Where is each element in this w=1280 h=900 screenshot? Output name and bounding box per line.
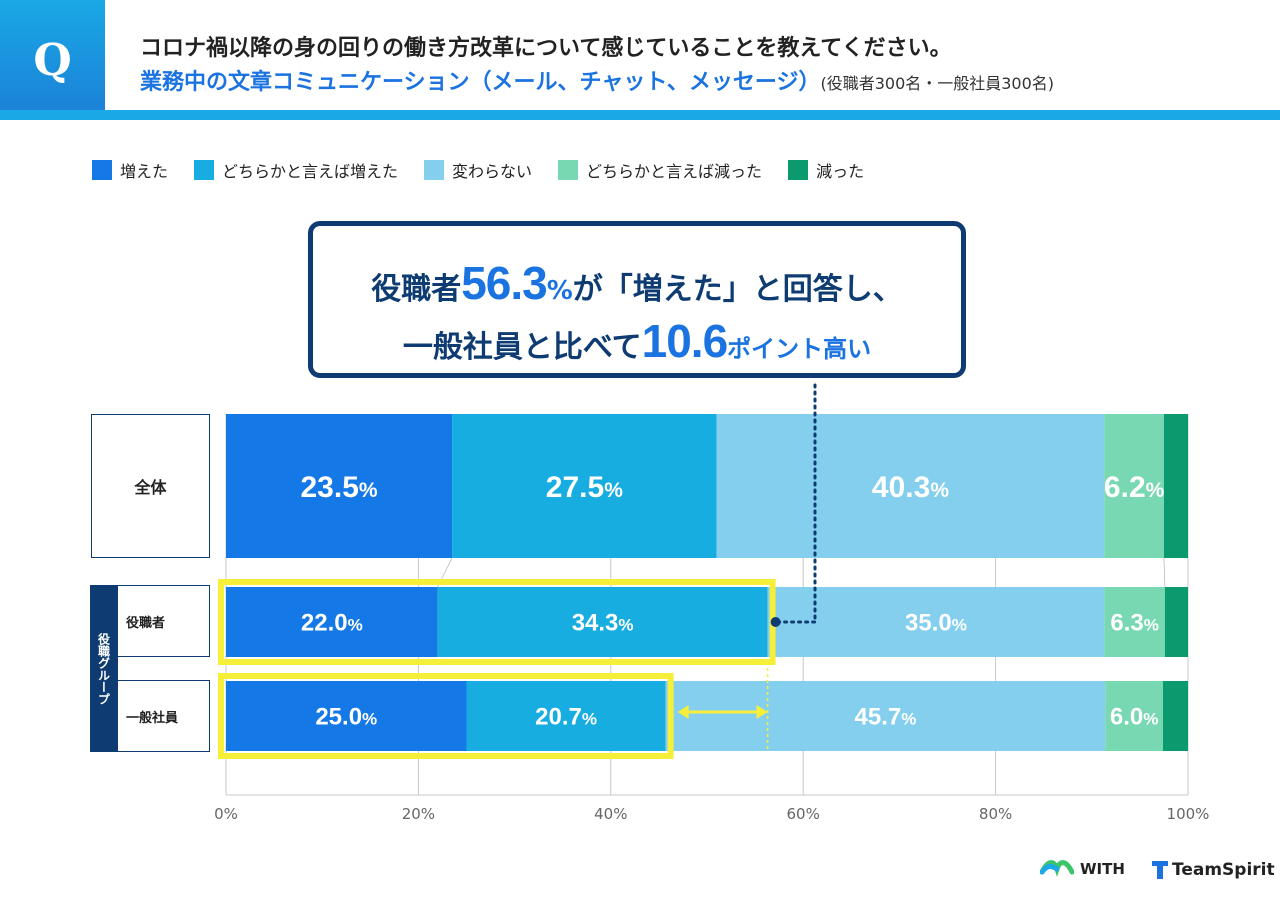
group-tag: 役職グループ [90,585,118,752]
legend-label: どちらかと言えば増えた [222,162,399,181]
row-label-manager: 役職者 [117,585,210,657]
question-text: コロナ禍以降の身の回りの働き方改革について感じていることを教えてください。 [140,36,952,61]
callout-box: 役職者56.3%が「増えた」と回答し、 一般社員と比べて10.6ポイント高い [308,221,966,378]
bar-staff-decreased [1162,681,1188,751]
legend-swatch [558,160,579,180]
bar-all-somewhat-increased [452,414,717,558]
bar-all-decreased [1163,414,1188,558]
data-label-manager-unchanged: 35.0% [905,610,967,637]
bar-staff-somewhat-decreased [1105,681,1163,751]
legend-item-somewhat-decreased: どちらかと言えば減った [558,158,762,182]
bar-manager-unchanged [767,587,1105,657]
callout-leader-dot [770,617,781,627]
legend-swatch [194,160,215,180]
x-tick-label: 20% [402,805,435,823]
difference-arrow-head-left [677,705,689,719]
callout-text: が「増えた」と回答し、 [572,272,903,307]
legend: 増えた どちらかと言えば増えた 変わらない どちらかと言えば減った 減った [92,158,864,182]
topic-text: 業務中の文章コミュニケーション（メール、チャット、メッセージ）(役職者300名・… [140,64,1054,96]
topic-label: 業務中の文章コミュニケーション（メール、チャット、メッセージ） [140,70,821,95]
bar-manager-somewhat-increased [437,587,768,657]
bar-manager-increased [226,587,438,657]
teamspirit-logo-icon [1152,861,1168,879]
legend-swatch [92,160,112,180]
callout-line-1: 役職者56.3%が「増えた」と回答し、 [313,256,961,310]
bar-staff-somewhat-increased [466,681,666,751]
legend-label: どちらかと言えば減った [586,162,763,181]
x-tick-label: 40% [594,805,627,823]
bar-staff-unchanged [665,681,1106,751]
bar-all-unchanged [716,414,1105,558]
bar-manager-decreased [1164,587,1188,657]
legend-label: 減った [816,162,865,181]
bar-staff-increased [226,681,467,751]
legend-swatch [788,160,809,180]
legend-item-unchanged: 変わらない [424,158,532,182]
header-decoration [0,110,1280,120]
difference-arrow-head-right [756,705,768,719]
row-label-staff: 一般社員 [117,680,210,752]
with-logo-text: WITH [1080,860,1125,878]
connector-line [1163,557,1166,588]
callout-text: 役職者 [371,272,462,307]
highlight-box-staff [218,673,674,759]
x-tick-label: 0% [214,805,238,823]
bar-manager-somewhat-decreased [1104,587,1165,657]
x-tick-label: 100% [1167,805,1210,823]
x-tick-label: 60% [787,805,820,823]
legend-swatch [424,160,445,180]
data-label-staff-somewhat-increased: 20.7% [535,704,597,731]
teamspirit-logo-text: TeamSpirit [1172,860,1275,880]
sample-label: (役職者300名・一般社員300名) [820,74,1055,93]
q-badge: Q [0,0,105,120]
callout-line-2: 一般社員と比べて10.6ポイント高い [313,314,961,368]
data-label-all-somewhat-increased: 27.5% [546,471,623,504]
callout-text: ポイント高い [727,335,872,363]
callout-number: 10.6 [641,315,729,367]
with-logo: WITH [1040,860,1125,878]
row-label-all: 全体 [91,414,210,558]
legend-item-decreased: 減った [788,158,864,182]
teamspirit-logo: TeamSpirit [1152,860,1275,880]
bar-all-increased [226,414,453,558]
callout-number: 56.3 [461,257,548,309]
callout-percent: % [546,276,573,306]
callout-text: 一般社員と比べて [402,330,642,365]
legend-label: 増えた [120,162,169,181]
legend-item-increased: 増えた [92,158,168,182]
bar-all-somewhat-decreased [1104,414,1164,558]
x-tick-label: 80% [979,805,1012,823]
legend-item-somewhat-increased: どちらかと言えば増えた [194,158,398,182]
legend-label: 変わらない [452,162,533,181]
with-logo-icon [1040,860,1074,877]
header-band: Q コロナ禍以降の身の回りの働き方改革について感じていることを教えてください。 … [0,0,1280,120]
